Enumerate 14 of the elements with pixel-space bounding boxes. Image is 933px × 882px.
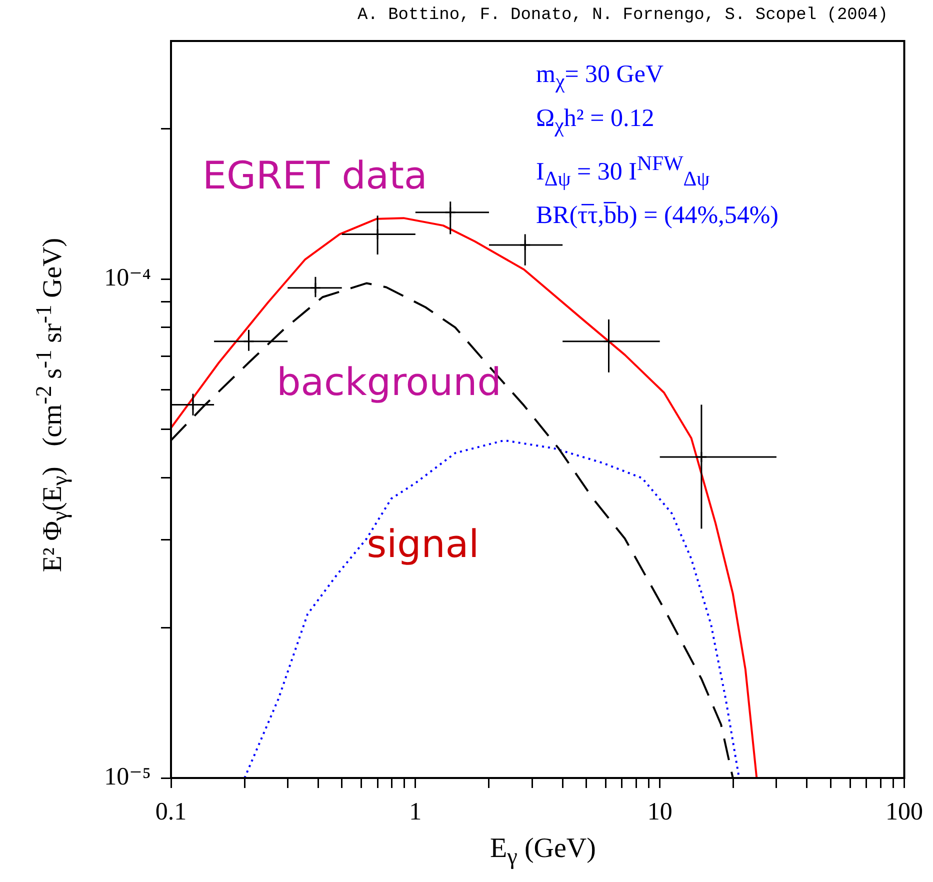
y-tick-label: 10⁻⁵ (104, 764, 151, 791)
x-tick-label: 0.1 (155, 798, 187, 826)
annotation: Ω$_{χ}$h² = 0.12 (536, 104, 656, 139)
text: A. Bottino, F. Donato, N. Fornengo, S. Scopel (2004) (358, 6, 888, 25)
series-label: signal (366, 522, 480, 566)
series-label: EGRET data (202, 153, 428, 198)
x-tick-label: 1 (409, 798, 422, 826)
x-tick-label: 100 (886, 798, 923, 826)
annotation: m$_{χ}$= 30 GeV (536, 60, 665, 95)
x-tick-label: 10 (647, 798, 672, 826)
series-label: background (276, 360, 502, 404)
annotation: BR(τ̅τ,b̅b) = (44%,54%) (536, 201, 778, 232)
x-axis-title: E$_{γ}$ (GeV) (490, 833, 596, 871)
y-tick-label: 10⁻⁴ (104, 264, 152, 292)
